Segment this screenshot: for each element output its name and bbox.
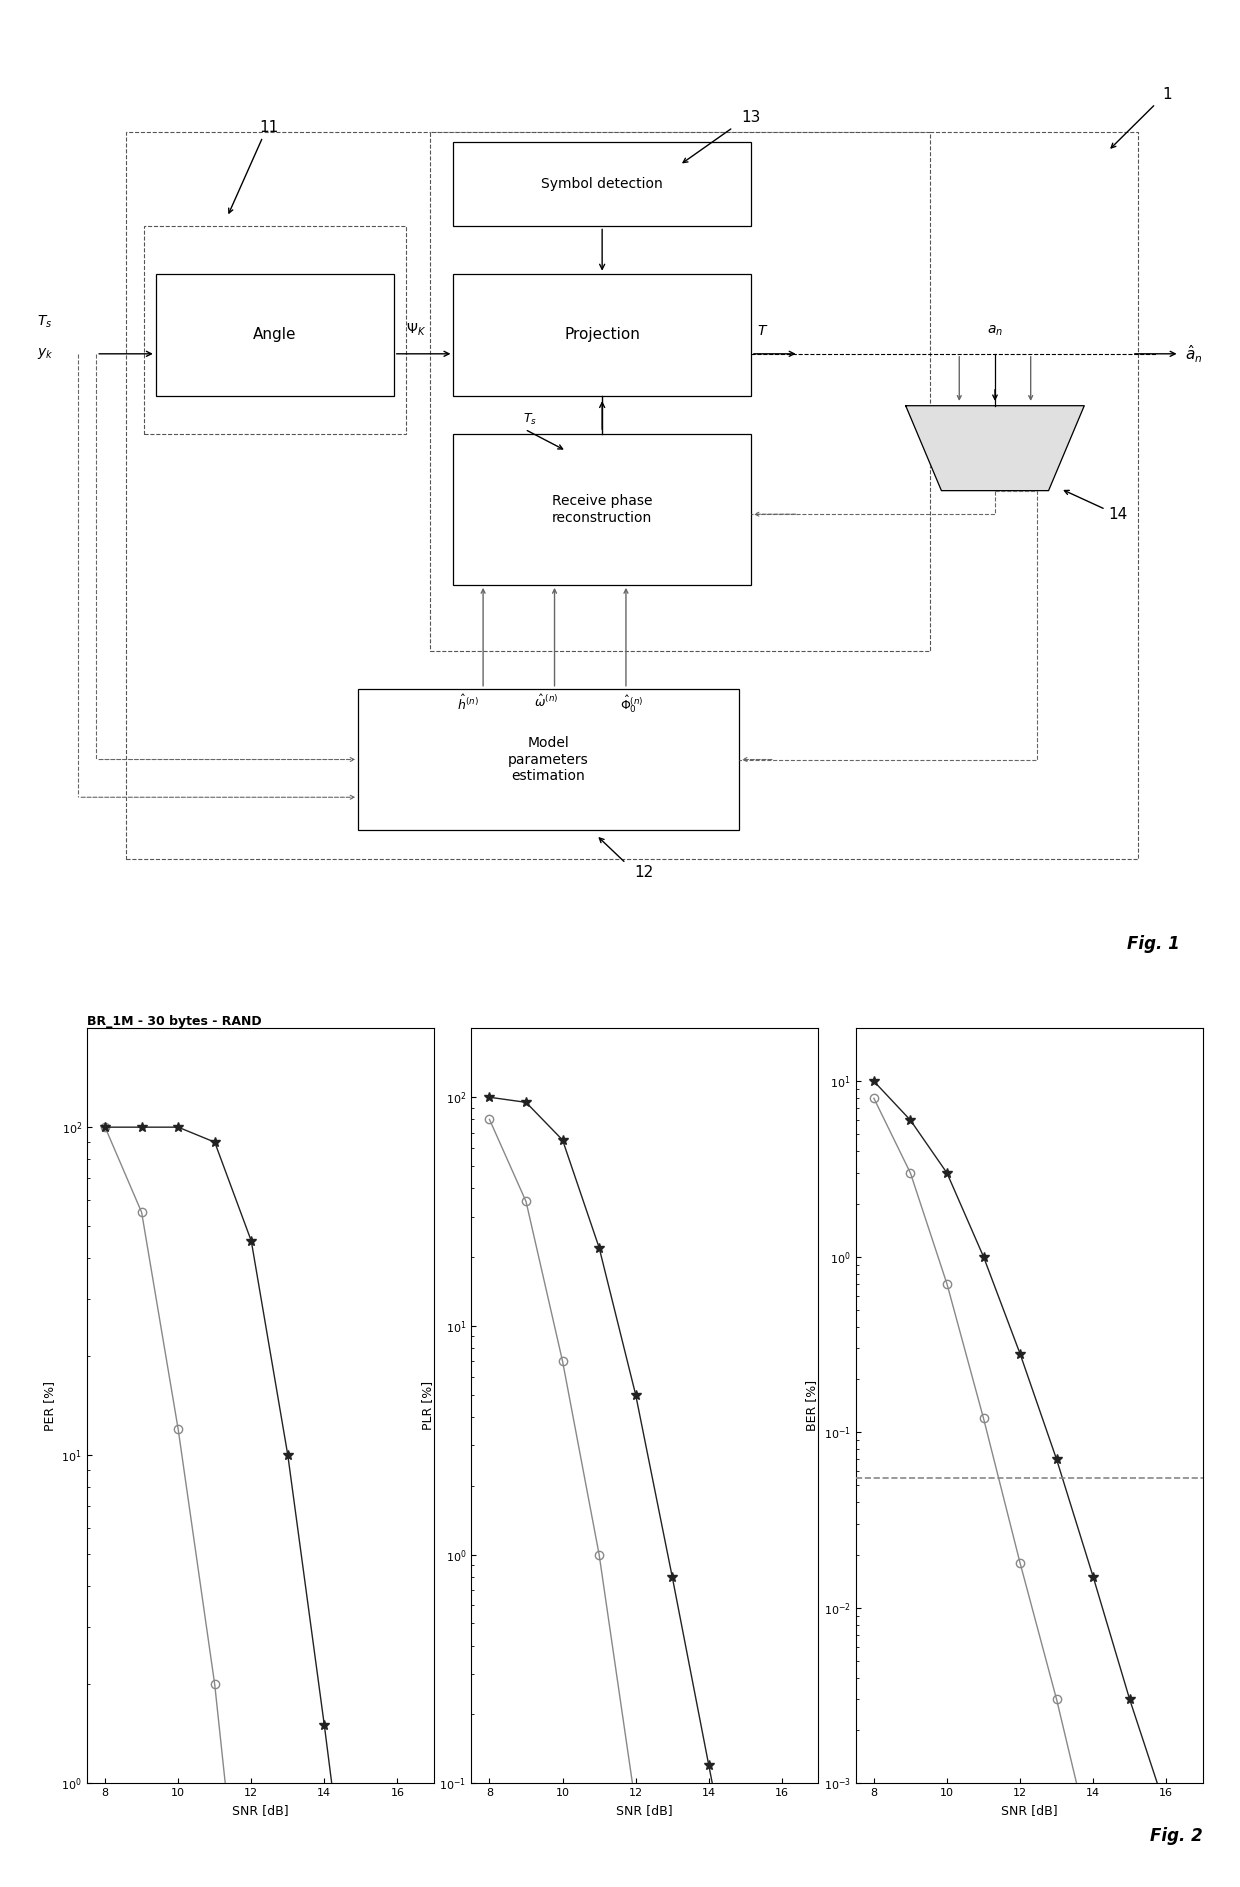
Bar — [156, 274, 394, 396]
Bar — [454, 274, 751, 396]
Text: 11: 11 — [259, 121, 279, 134]
Text: Projection: Projection — [564, 328, 640, 342]
Text: Model
parameters
estimation: Model parameters estimation — [508, 736, 589, 783]
Bar — [429, 132, 930, 651]
Y-axis label: PLR [%]: PLR [%] — [420, 1381, 434, 1430]
Text: Fig. 1: Fig. 1 — [1127, 934, 1179, 953]
Polygon shape — [905, 406, 1084, 491]
Text: Angle: Angle — [253, 328, 296, 342]
Text: $a_n$: $a_n$ — [987, 323, 1003, 338]
Text: 14: 14 — [1109, 508, 1127, 521]
Text: $\hat{h}^{(n)}$: $\hat{h}^{(n)}$ — [456, 694, 479, 713]
Bar — [126, 132, 1138, 859]
Y-axis label: BER [%]: BER [%] — [805, 1379, 818, 1432]
Bar — [144, 226, 405, 434]
Text: $T_s$: $T_s$ — [37, 313, 52, 330]
Text: $T$: $T$ — [756, 325, 769, 338]
Text: Symbol detection: Symbol detection — [542, 177, 663, 191]
X-axis label: SNR [dB]: SNR [dB] — [1001, 1804, 1058, 1817]
Text: Fig. 2: Fig. 2 — [1149, 1827, 1203, 1845]
Bar — [358, 689, 739, 830]
Text: $\hat{\omega}^{(n)}$: $\hat{\omega}^{(n)}$ — [534, 694, 558, 710]
Text: $\hat{\Phi}_0^{(n)}$: $\hat{\Phi}_0^{(n)}$ — [620, 694, 644, 715]
Text: $\hat{a}_n$: $\hat{a}_n$ — [1185, 343, 1203, 364]
X-axis label: SNR [dB]: SNR [dB] — [232, 1804, 289, 1817]
Text: $T_s$: $T_s$ — [523, 411, 537, 428]
Text: 13: 13 — [742, 111, 760, 125]
Text: Receive phase
reconstruction: Receive phase reconstruction — [552, 494, 652, 525]
Bar — [454, 142, 751, 226]
Text: BR_1M - 30 bytes - RAND: BR_1M - 30 bytes - RAND — [87, 1015, 262, 1028]
X-axis label: SNR [dB]: SNR [dB] — [616, 1804, 673, 1817]
Text: $\Psi_K$: $\Psi_K$ — [405, 321, 425, 338]
Text: 12: 12 — [634, 866, 653, 879]
Text: $y_k$: $y_k$ — [37, 347, 53, 360]
Bar — [454, 434, 751, 585]
Y-axis label: PER [%]: PER [%] — [42, 1381, 56, 1430]
Text: 1: 1 — [1163, 87, 1172, 102]
